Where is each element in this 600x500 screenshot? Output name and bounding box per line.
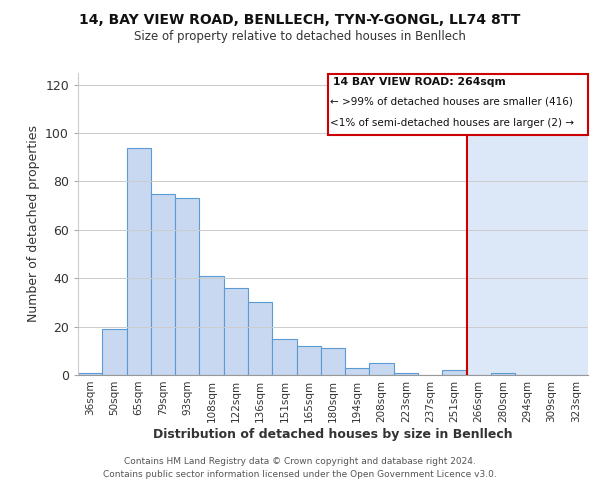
Text: <1% of semi-detached houses are larger (2) →: <1% of semi-detached houses are larger (… <box>331 118 574 128</box>
Bar <box>296 346 321 375</box>
Text: ← >99% of detached houses are smaller (416): ← >99% of detached houses are smaller (4… <box>331 96 574 106</box>
Bar <box>467 72 588 375</box>
Bar <box>321 348 345 375</box>
Y-axis label: Number of detached properties: Number of detached properties <box>26 125 40 322</box>
Text: Contains HM Land Registry data © Crown copyright and database right 2024.: Contains HM Land Registry data © Crown c… <box>124 458 476 466</box>
Text: Size of property relative to detached houses in Benllech: Size of property relative to detached ho… <box>134 30 466 43</box>
Bar <box>102 329 127 375</box>
Bar <box>151 194 175 375</box>
Bar <box>491 372 515 375</box>
Bar <box>345 368 370 375</box>
Bar <box>199 276 224 375</box>
Bar <box>394 372 418 375</box>
Bar <box>442 370 467 375</box>
Text: 14, BAY VIEW ROAD, BENLLECH, TYN-Y-GONGL, LL74 8TT: 14, BAY VIEW ROAD, BENLLECH, TYN-Y-GONGL… <box>79 12 521 26</box>
Bar <box>370 363 394 375</box>
Text: 14 BAY VIEW ROAD: 264sqm: 14 BAY VIEW ROAD: 264sqm <box>333 77 506 87</box>
Bar <box>175 198 199 375</box>
Bar <box>224 288 248 375</box>
Bar <box>248 302 272 375</box>
X-axis label: Distribution of detached houses by size in Benllech: Distribution of detached houses by size … <box>153 428 513 440</box>
FancyBboxPatch shape <box>328 74 588 134</box>
Bar <box>272 338 296 375</box>
Text: Contains public sector information licensed under the Open Government Licence v3: Contains public sector information licen… <box>103 470 497 479</box>
Bar <box>127 148 151 375</box>
Bar <box>78 372 102 375</box>
